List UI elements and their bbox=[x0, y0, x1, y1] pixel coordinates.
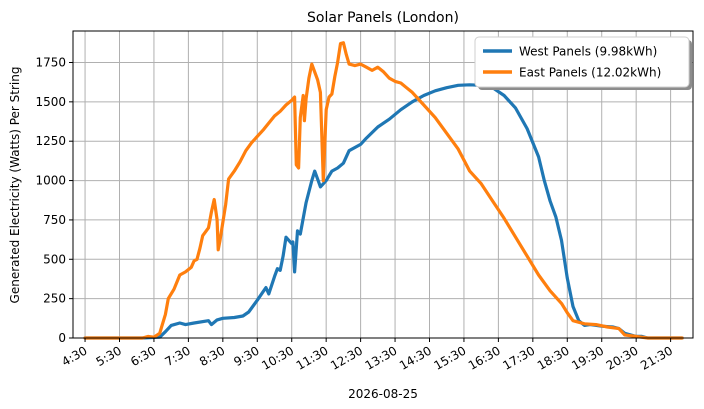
x-tick-label: 18:30 bbox=[535, 343, 572, 372]
x-tick-label: 8:30 bbox=[197, 343, 227, 369]
legend: West Panels (9.98kWh) East Panels (12.02… bbox=[474, 36, 692, 90]
legend-box bbox=[474, 36, 690, 88]
x-tick-label: 15:30 bbox=[431, 343, 468, 372]
x-axis-ticks: 4:30 5:30 6:30 7:30 8:30 9:3010:3011:3012:301… bbox=[59, 338, 675, 373]
x-tick-label: 9:30 bbox=[231, 343, 261, 369]
y-tick-label: 1500 bbox=[35, 95, 66, 109]
x-tick-label: 4:30 bbox=[59, 343, 89, 369]
x-tick-label: 6:30 bbox=[128, 343, 158, 369]
x-tick-label: 21:30 bbox=[638, 343, 675, 372]
series-line-east bbox=[83, 41, 684, 340]
grid-lines bbox=[73, 31, 693, 339]
x-tick-label: 19:30 bbox=[569, 343, 606, 372]
x-tick-label: 16:30 bbox=[466, 343, 503, 372]
x-tick-label: 17:30 bbox=[500, 343, 537, 372]
x-tick-label: 14:30 bbox=[397, 343, 434, 372]
x-tick-label: 12:30 bbox=[328, 343, 365, 372]
plot-frame bbox=[72, 30, 694, 339]
legend-label-east: East Panels (12.02kWh) bbox=[519, 66, 661, 80]
y-axis-ticks: 0 250 500 750 1000 1250 1500 1750 bbox=[35, 55, 73, 345]
y-tick-label: 0 bbox=[58, 331, 66, 345]
x-tick-label: 20:30 bbox=[604, 343, 641, 372]
y-tick-label: 1000 bbox=[35, 174, 66, 188]
y-tick-label: 250 bbox=[43, 292, 66, 306]
y-tick-label: 1750 bbox=[35, 55, 66, 69]
x-tick-label: 7:30 bbox=[163, 343, 193, 369]
y-tick-label: 1250 bbox=[35, 134, 66, 148]
x-tick-label: 5:30 bbox=[94, 343, 124, 369]
y-tick-label: 750 bbox=[43, 213, 66, 227]
legend-label-west: West Panels (9.98kWh) bbox=[519, 45, 657, 59]
x-tick-label: 11:30 bbox=[294, 343, 331, 372]
chart-title: Solar Panels (London) bbox=[307, 10, 459, 26]
y-axis-label: Generated Electricity (Watts) Per String bbox=[8, 67, 22, 304]
series-layer bbox=[83, 41, 684, 340]
x-tick-label: 13:30 bbox=[363, 343, 400, 372]
series-line-west bbox=[83, 83, 684, 340]
y-tick-label: 500 bbox=[43, 252, 66, 266]
x-axis-label: 2026-08-25 bbox=[348, 387, 418, 401]
x-tick-label: 10:30 bbox=[259, 343, 296, 372]
